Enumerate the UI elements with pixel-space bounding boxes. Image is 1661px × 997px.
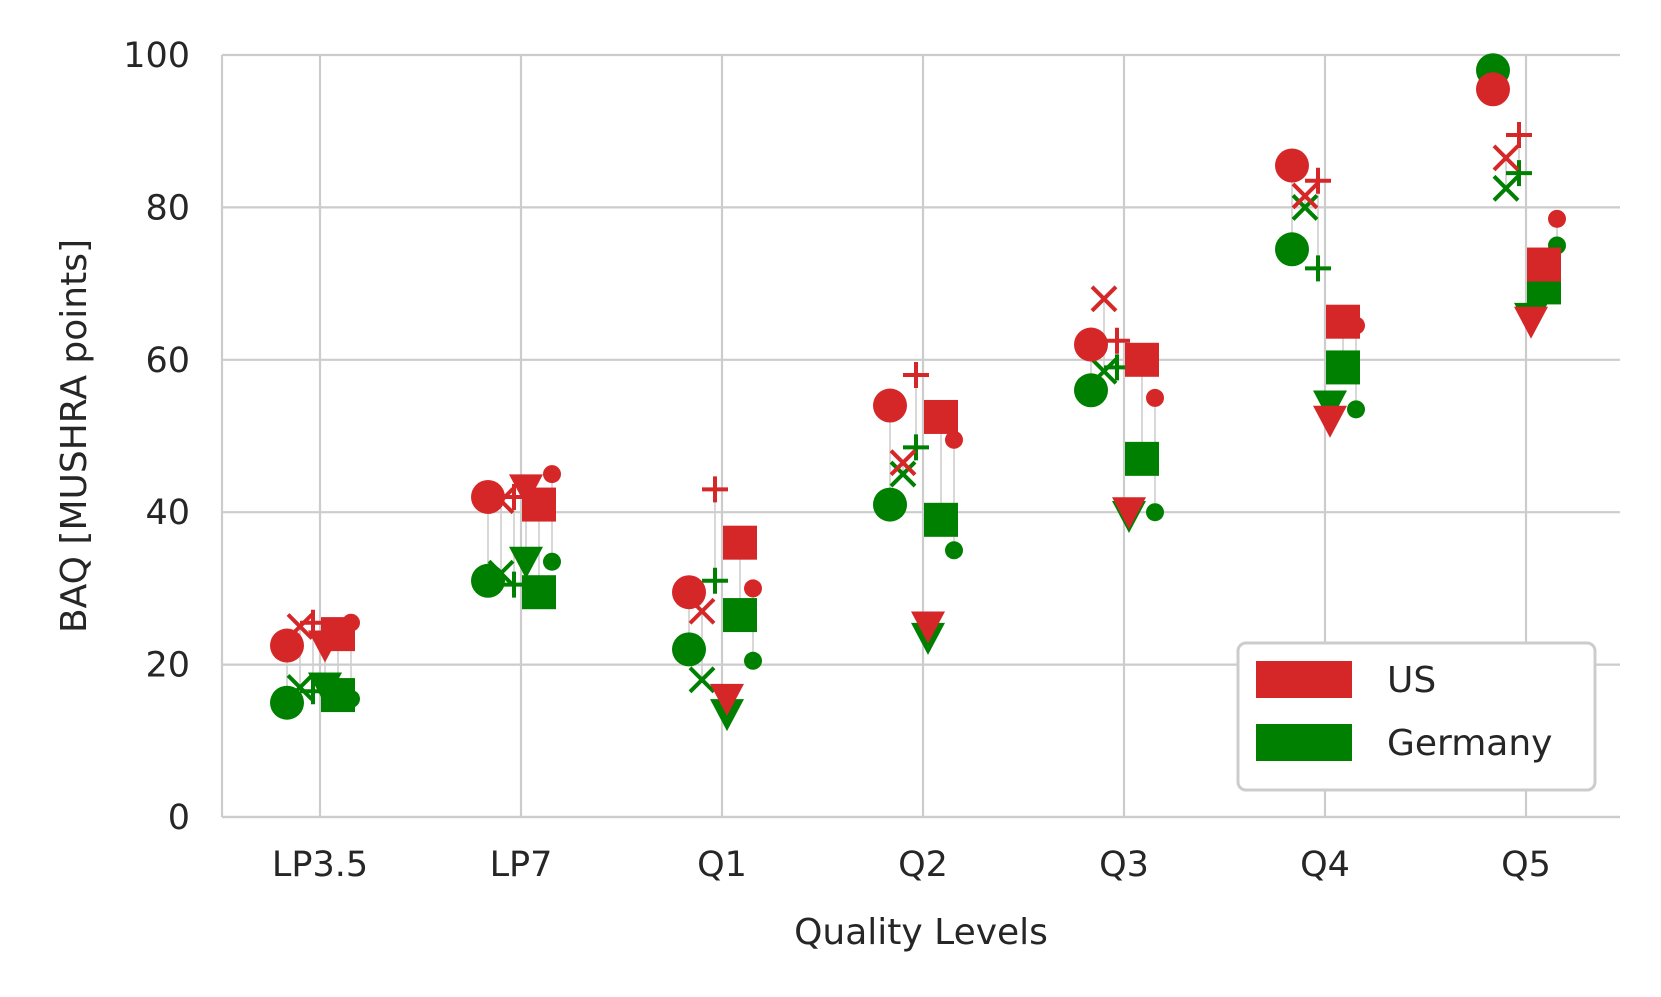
x-tick-label: Q5: [1501, 845, 1551, 885]
point-us-triangle-down: [911, 611, 945, 644]
legend-swatch-germany: [1256, 724, 1352, 761]
point-germany-triangle-down: [509, 546, 543, 579]
point-germany-square: [1125, 441, 1159, 476]
point-us-triangle-down: [1112, 497, 1146, 530]
point-us-x: [1291, 182, 1319, 210]
y-tick-label: 20: [145, 646, 190, 686]
y-tick-label: 40: [145, 493, 190, 533]
legend-swatch-us: [1256, 661, 1352, 698]
point-germany-small-circle: [945, 541, 963, 560]
point-germany-circle: [1074, 373, 1108, 408]
point-us-x: [487, 487, 515, 515]
point-germany-plus: [1506, 160, 1532, 187]
point-germany-small-circle: [744, 651, 762, 670]
x-axis-title: Quality Levels: [794, 912, 1048, 953]
point-germany-plus: [702, 567, 728, 594]
point-us-circle: [270, 628, 304, 663]
point-germany-x: [688, 666, 716, 694]
legend-label-us: US: [1387, 660, 1436, 701]
point-germany-x: [1090, 357, 1118, 385]
point-germany-plus: [903, 434, 929, 461]
tick-labels: 0 20 40 60 80 100 LP3.5 LP7 Q1 Q2 Q3 Q4 Q5: [123, 36, 1551, 885]
point-germany-plus: [1305, 255, 1331, 282]
point-germany-circle: [471, 563, 505, 598]
x-tick-label: Q1: [697, 845, 747, 885]
point-us-small-circle: [945, 430, 963, 449]
point-us-x: [286, 613, 314, 640]
x-tick-label: Q4: [1300, 845, 1350, 885]
point-germany-square: [924, 502, 958, 537]
point-germany-circle: [672, 632, 706, 667]
point-germany-square: [522, 575, 556, 610]
axes: [220, 55, 1620, 819]
legend-label-germany: Germany: [1387, 723, 1552, 764]
point-us-x: [1492, 144, 1520, 172]
point-us-square: [1125, 342, 1159, 377]
point-germany-circle: [1275, 232, 1309, 267]
point-us-x: [889, 449, 917, 477]
y-tick-label: 0: [168, 798, 190, 838]
point-us-plus: [903, 362, 929, 389]
point-us-square: [1527, 247, 1561, 282]
point-germany-square: [723, 598, 757, 633]
x-tick-label: Q3: [1099, 845, 1149, 885]
point-us-circle: [1476, 72, 1510, 107]
x-tick-label: Q2: [898, 845, 948, 885]
point-us-triangle-down: [710, 683, 744, 716]
point-us-plus: [702, 476, 728, 503]
point-us-square: [723, 525, 757, 560]
y-tick-label: 60: [145, 341, 190, 381]
x-tick-label: LP7: [490, 845, 553, 885]
point-germany-small-circle: [342, 689, 360, 708]
y-tick-label: 80: [145, 188, 190, 228]
point-us-plus: [1305, 167, 1331, 194]
point-us-x: [1090, 285, 1118, 313]
point-germany-small-circle: [543, 552, 561, 571]
point-germany-small-circle: [1347, 400, 1365, 419]
point-germany-x: [889, 460, 917, 488]
legend: US Germany: [1236, 641, 1597, 792]
point-us-triangle-down: [1514, 306, 1548, 339]
point-us-circle: [873, 388, 907, 423]
point-germany-x: [487, 559, 515, 587]
y-tick-label: 100: [123, 36, 190, 76]
y-axis-title: BAQ [MUSHRA points]: [54, 239, 95, 633]
data-marks: [270, 53, 1566, 732]
point-us-circle: [1074, 327, 1108, 362]
point-germany-x: [1291, 193, 1319, 221]
point-us-x: [688, 597, 716, 625]
x-tick-label: LP3.5: [272, 845, 368, 885]
point-us-small-circle: [543, 465, 561, 484]
point-us-plus: [1506, 122, 1532, 149]
point-us-small-circle: [744, 579, 762, 598]
point-us-square: [924, 399, 958, 434]
point-germany-x: [1492, 174, 1520, 202]
point-germany-small-circle: [1146, 503, 1164, 522]
point-us-plus: [1104, 327, 1130, 354]
point-us-square: [522, 487, 556, 522]
point-us-small-circle: [342, 613, 360, 632]
point-germany-circle: [873, 487, 907, 522]
point-germany-x: [286, 674, 314, 701]
point-us-circle: [672, 575, 706, 610]
point-us-small-circle: [1548, 209, 1566, 228]
point-us-small-circle: [1347, 316, 1365, 335]
point-us-triangle-down: [1313, 405, 1347, 438]
point-us-small-circle: [1146, 388, 1164, 407]
point-us-circle: [1275, 148, 1309, 183]
point-germany-square: [1326, 350, 1360, 385]
